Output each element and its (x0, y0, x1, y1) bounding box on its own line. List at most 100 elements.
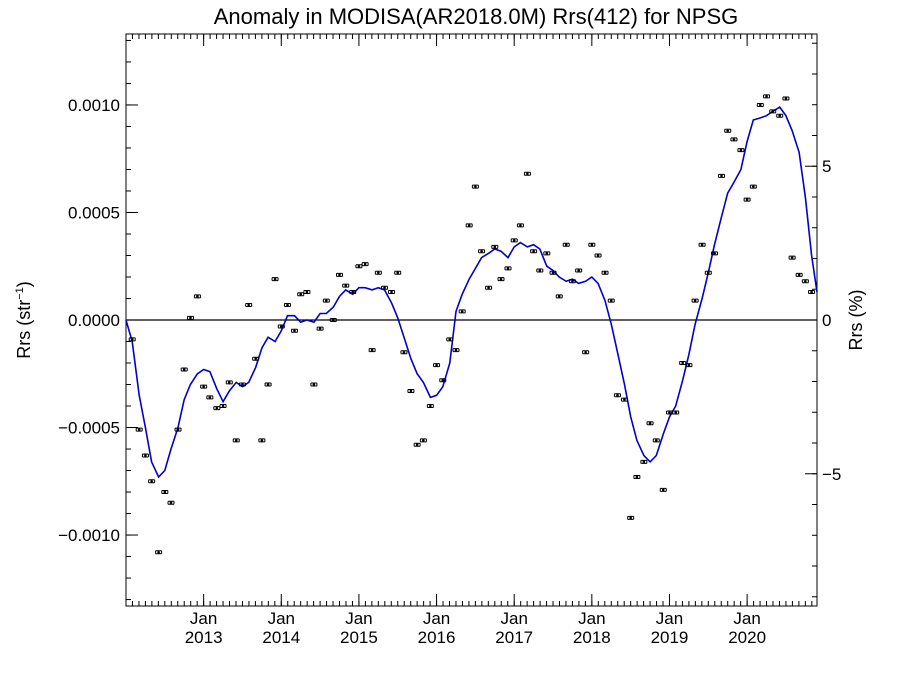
data-point-errorbar (303, 290, 311, 295)
data-point-errorbar (252, 356, 260, 361)
data-point (557, 295, 561, 298)
data-point-errorbar (478, 249, 486, 254)
data-point (266, 383, 270, 386)
data-point-errorbar (471, 184, 479, 189)
data-point (623, 398, 626, 401)
data-point-errorbar (613, 393, 621, 398)
x-tick-label: Jan (500, 609, 527, 628)
data-point-errorbar (718, 173, 726, 178)
data-point (260, 439, 264, 442)
data-point-errorbar (588, 242, 596, 247)
data-point (299, 292, 302, 296)
data-point-errorbar (510, 238, 518, 243)
data-point-errorbar (633, 474, 641, 479)
data-point (732, 138, 736, 141)
data-point-errorbar (155, 550, 163, 555)
data-point (571, 279, 574, 283)
data-point-errorbar (180, 367, 188, 372)
data-point (499, 277, 503, 281)
data-point-errorbar (640, 459, 648, 464)
data-point-errorbar (679, 361, 687, 366)
data-point (745, 198, 749, 201)
data-point (357, 264, 361, 268)
data-point-errorbar (530, 249, 538, 254)
data-point (616, 393, 619, 397)
data-point-errorbar (737, 148, 745, 153)
data-point-errorbar (769, 109, 777, 114)
data-point-errorbar (271, 277, 279, 282)
data-point-errorbar (322, 298, 330, 303)
data-point (590, 243, 594, 247)
data-point-errorbar (549, 270, 557, 275)
data-point (338, 273, 341, 277)
data-point-errorbar (388, 290, 396, 295)
data-point (227, 381, 231, 384)
data-point-errorbar (704, 270, 712, 275)
data-point-errorbar (452, 348, 460, 353)
data-point-errorbar (724, 128, 732, 133)
data-point-errorbar (342, 283, 350, 288)
data-point (474, 185, 477, 188)
data-point (784, 97, 788, 100)
x-tick-year: 2014 (262, 628, 300, 647)
data-point-errorbar (562, 242, 570, 247)
data-point-errorbar (413, 442, 421, 447)
data-point-errorbar (232, 438, 240, 443)
data-point (707, 271, 710, 274)
x-tick-label: Jan (733, 609, 760, 628)
y2-tick-label: 0 (822, 311, 831, 330)
data-point (654, 439, 658, 442)
data-point-errorbar (258, 438, 266, 443)
data-point (189, 316, 192, 320)
x-tick-year: 2013 (185, 628, 223, 647)
data-point (726, 129, 730, 133)
data-point-errorbar (374, 270, 382, 275)
data-point-errorbar (225, 380, 233, 385)
data-point (687, 363, 691, 367)
data-point-errorbar (174, 427, 182, 432)
data-point-errorbar (400, 350, 408, 355)
data-point-errorbar (536, 268, 544, 273)
y2-axis-label: Rrs (%) (846, 290, 866, 351)
data-point (318, 327, 322, 330)
data-point-errorbar (698, 242, 706, 247)
data-point (293, 329, 296, 333)
data-point (441, 378, 445, 382)
data-point-errorbar (788, 255, 796, 260)
data-point (564, 243, 568, 247)
data-point (390, 290, 393, 294)
data-point (454, 348, 458, 352)
data-point (448, 338, 452, 341)
data-point-errorbar (504, 266, 512, 271)
data-point-errorbar (485, 285, 493, 290)
data-point (668, 411, 671, 414)
data-point-errorbar (665, 410, 673, 415)
data-point (247, 303, 250, 307)
x-tick-year: 2016 (418, 628, 456, 647)
data-point-errorbar (568, 279, 576, 284)
x-tick-label: Jan (345, 609, 372, 628)
data-point (312, 383, 316, 386)
data-point-errorbar (685, 363, 693, 368)
y-axis-label-text: Rrs (str (14, 300, 34, 359)
data-point-errorbar (627, 515, 635, 520)
data-point (519, 224, 522, 227)
data-point-errorbar (808, 290, 816, 295)
data-point-errorbar (691, 298, 699, 303)
data-point (713, 252, 716, 255)
y2-tick-label: 5 (822, 157, 831, 176)
data-point (130, 338, 134, 341)
data-point-errorbar (361, 262, 369, 267)
data-point-errorbar (543, 251, 551, 256)
data-point-errorbar (516, 223, 524, 228)
y2-tick-label: −5 (822, 465, 841, 484)
x-tick-label: Jan (656, 609, 683, 628)
data-point-errorbar (310, 382, 318, 387)
smoothed-series-line (125, 106, 818, 479)
data-point (182, 368, 186, 371)
data-point (415, 443, 419, 447)
data-point-errorbar (749, 184, 757, 189)
data-point (377, 271, 380, 274)
data-point-errorbar (219, 404, 227, 409)
